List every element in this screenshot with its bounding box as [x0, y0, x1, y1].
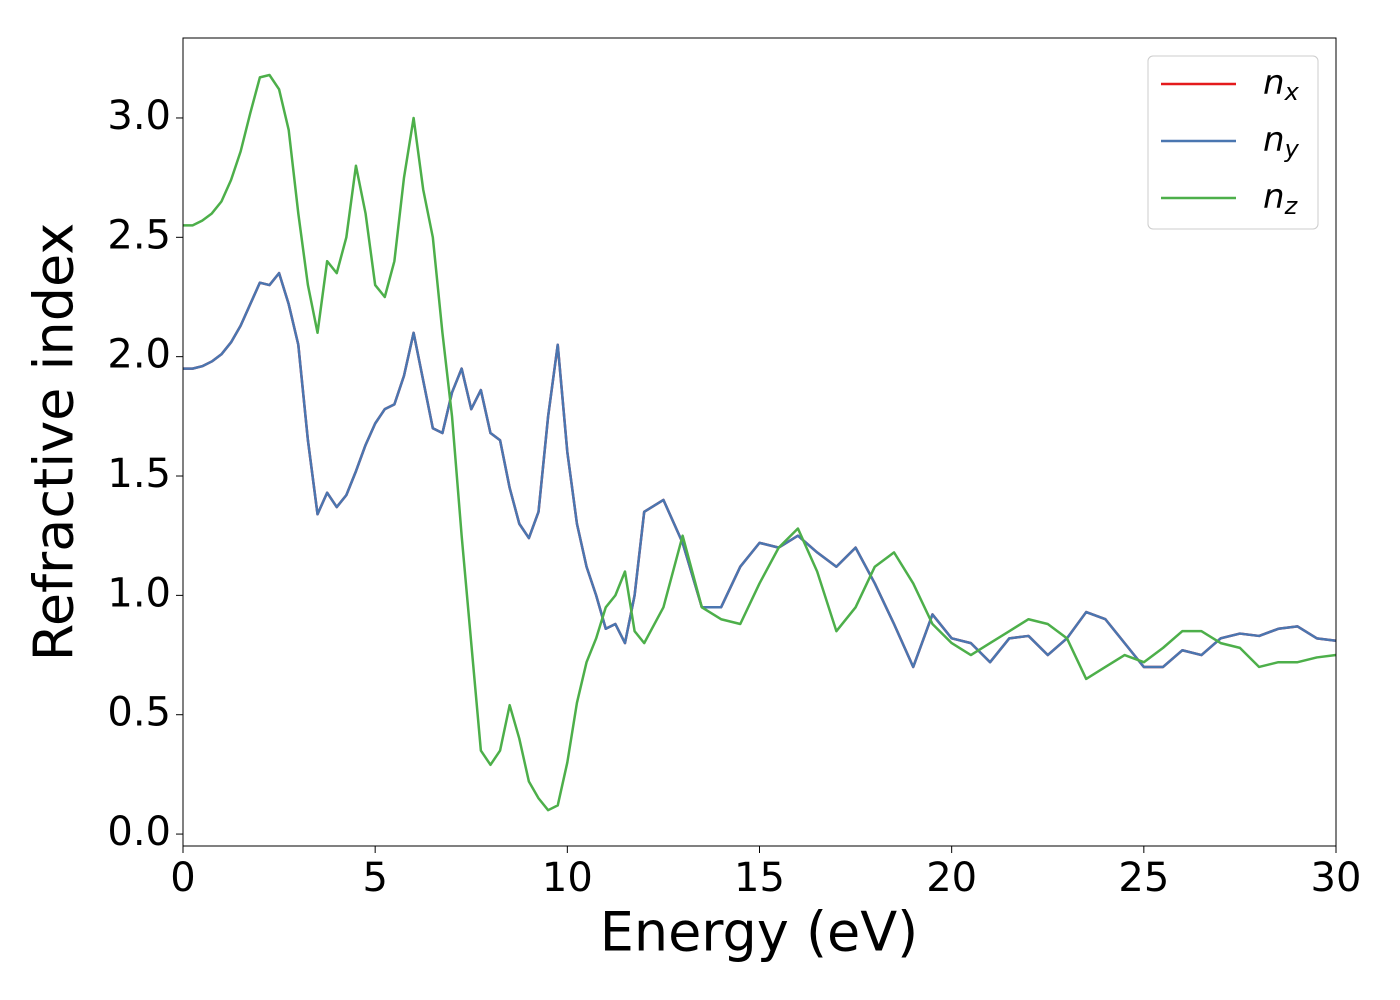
x-axis-label: Energy (eV): [600, 901, 919, 964]
plot-frame: [182, 37, 1337, 847]
line-series: [183, 73, 1337, 812]
legend-label: nx: [1263, 63, 1300, 107]
y-tick-label: 3.0: [107, 93, 171, 139]
x-tick-label: 15: [734, 855, 785, 901]
y-tick-label: 1.0: [107, 570, 171, 616]
legend-label: ny: [1263, 120, 1300, 164]
x-tick-label: 20: [926, 855, 977, 901]
x-tick-label: 30: [1311, 855, 1362, 901]
line-series: [183, 271, 1337, 669]
legend-box: [1147, 55, 1319, 230]
x-tick-label: 0: [170, 855, 195, 901]
legend-label: nz: [1263, 177, 1299, 221]
y-tick-label: 1.5: [107, 451, 171, 497]
y-tick-label: 0.0: [107, 809, 171, 855]
y-tick-label: 2.5: [107, 212, 171, 258]
x-tick-label: 5: [362, 855, 387, 901]
y-axis-label: Refractive index: [23, 223, 86, 662]
x-tick-label: 10: [542, 855, 593, 901]
y-tick-label: 0.5: [107, 690, 171, 736]
x-tick-label: 25: [1118, 855, 1169, 901]
y-tick-label: 2.0: [107, 332, 171, 378]
